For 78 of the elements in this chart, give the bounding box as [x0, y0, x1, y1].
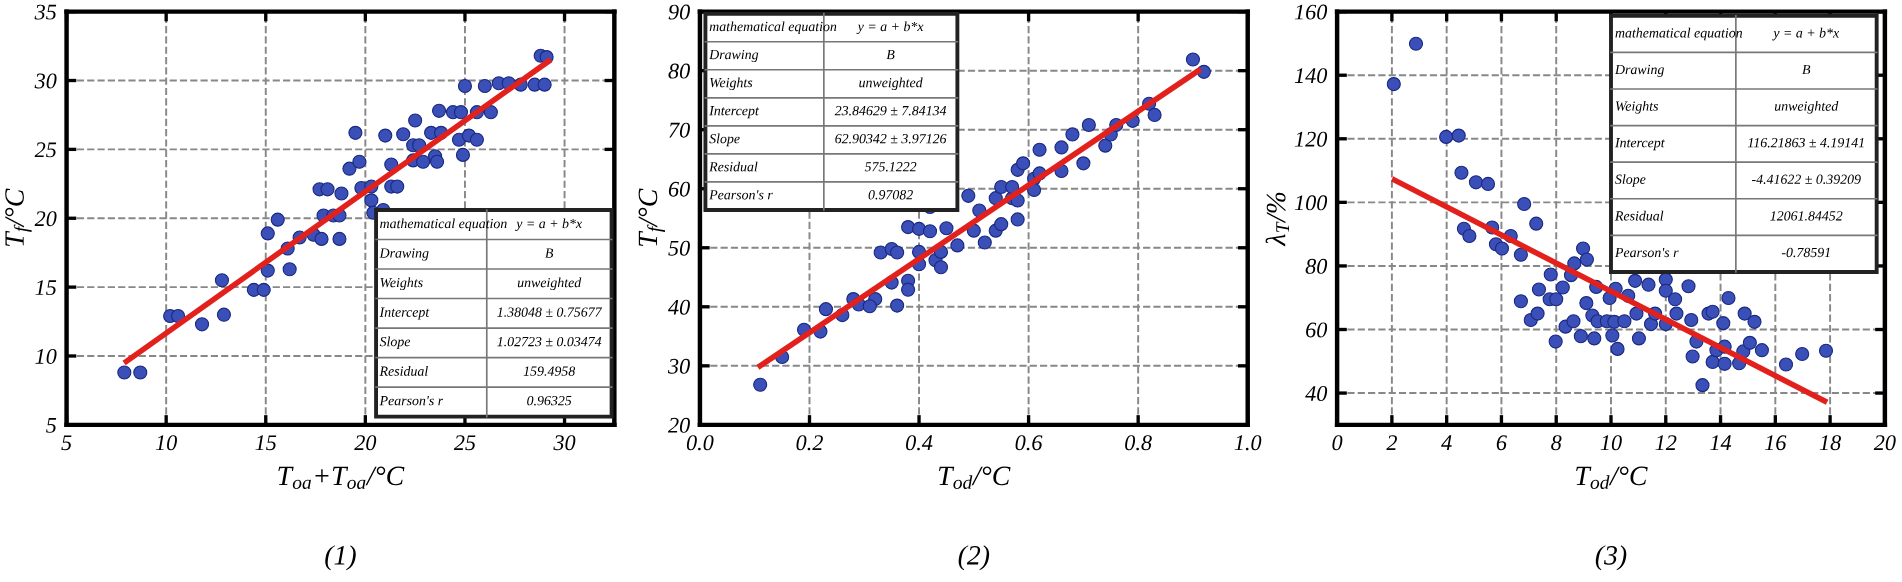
x-axis-title: T$_{oa}$+T$_{oa}$/°C	[278, 466, 405, 490]
point	[1098, 138, 1113, 153]
x-tick-label: 2	[1386, 435, 1397, 450]
y-tick-label: 90	[668, 4, 690, 20]
point	[1054, 140, 1069, 155]
y-tick-label: 120	[1294, 131, 1328, 147]
point	[1032, 142, 1047, 157]
y-tick-label: 10	[35, 348, 57, 364]
x-tick-label: 10	[1600, 435, 1622, 451]
y-tick-label: 140	[1294, 68, 1328, 84]
x-tick-label: 12	[1655, 435, 1677, 450]
point	[1185, 52, 1201, 67]
x-tick-label: 20	[354, 435, 377, 451]
point	[890, 245, 905, 260]
point	[901, 282, 916, 297]
x-tick-label: 1.0	[1234, 435, 1262, 451]
y-tick-label: 50	[668, 240, 690, 256]
y-tick-label: 100	[1294, 195, 1328, 211]
x-tick-label: 15	[255, 435, 277, 451]
x-tick-label: 0.4	[906, 435, 933, 451]
point	[950, 238, 965, 253]
y-tick-label: 60	[1306, 322, 1328, 338]
point	[1010, 212, 1025, 227]
point	[1147, 107, 1162, 123]
y-tick-label: 40	[668, 299, 690, 315]
y-tick-label: 15	[35, 280, 57, 296]
x-tick-label: 25	[453, 435, 476, 451]
text: (2)	[958, 545, 990, 571]
y-tick-label: 25	[34, 142, 57, 158]
y-tick-label: 5	[46, 418, 57, 433]
y-axis-title: λ$_{T}$/%	[1265, 192, 1290, 247]
x-tick-label: 5	[61, 435, 72, 451]
point	[994, 217, 1009, 232]
x-tick-label: 0	[1332, 435, 1343, 451]
text: (1)	[325, 545, 356, 571]
y-tick-label: 30	[667, 358, 690, 374]
y-tick-label: 30	[34, 73, 57, 89]
point	[818, 302, 833, 317]
point	[1005, 179, 1020, 195]
y-axis-title: T$_{f}$/°C	[5, 188, 32, 247]
text: (3)	[1595, 545, 1627, 571]
x-tick-label: 6	[1496, 435, 1507, 451]
x-tick-label: 4	[1441, 435, 1452, 450]
point	[922, 224, 938, 239]
y-tick-label: 35	[34, 4, 57, 20]
point	[862, 299, 877, 314]
x-tick-label: 30	[553, 435, 576, 451]
x-tick-label: 0.8	[1125, 435, 1152, 451]
x-tick-label: 8	[1551, 435, 1562, 451]
point	[890, 298, 905, 313]
x-tick-label: 0.6	[1015, 435, 1043, 451]
x-tick-label: 0.0	[686, 435, 714, 451]
point	[961, 188, 976, 203]
point	[933, 260, 949, 275]
y-tick-label: 160	[1294, 4, 1328, 20]
x-tick-label: 10	[155, 435, 177, 451]
x-tick-label: 18	[1819, 435, 1841, 451]
point	[939, 221, 954, 236]
y-tick-label: 60	[668, 181, 690, 197]
x-tick-label: 0.2	[796, 435, 823, 451]
y-tick-label: 40	[1305, 386, 1328, 401]
point	[1076, 156, 1091, 171]
y-tick-label: 70	[669, 122, 690, 138]
y-tick-label: 20	[668, 417, 690, 433]
x-tick-label: 16	[1765, 435, 1787, 451]
point	[977, 235, 992, 250]
point	[1081, 117, 1096, 133]
x-axis-title: T$_{od}$/°C	[938, 466, 1011, 490]
x-tick-label: 14	[1710, 435, 1732, 450]
y-axis-title: T$_{f}$/°C	[638, 188, 665, 247]
y-tick-label: 80	[1305, 258, 1328, 274]
point	[753, 377, 768, 392]
x-tick-label: 20	[1873, 435, 1896, 451]
point	[1065, 127, 1080, 142]
y-tick-label: 80	[668, 63, 690, 79]
point	[1016, 156, 1031, 171]
y-tick-label: 20	[34, 211, 57, 227]
x-axis-title: T$_{od}$/°C	[1576, 466, 1648, 490]
